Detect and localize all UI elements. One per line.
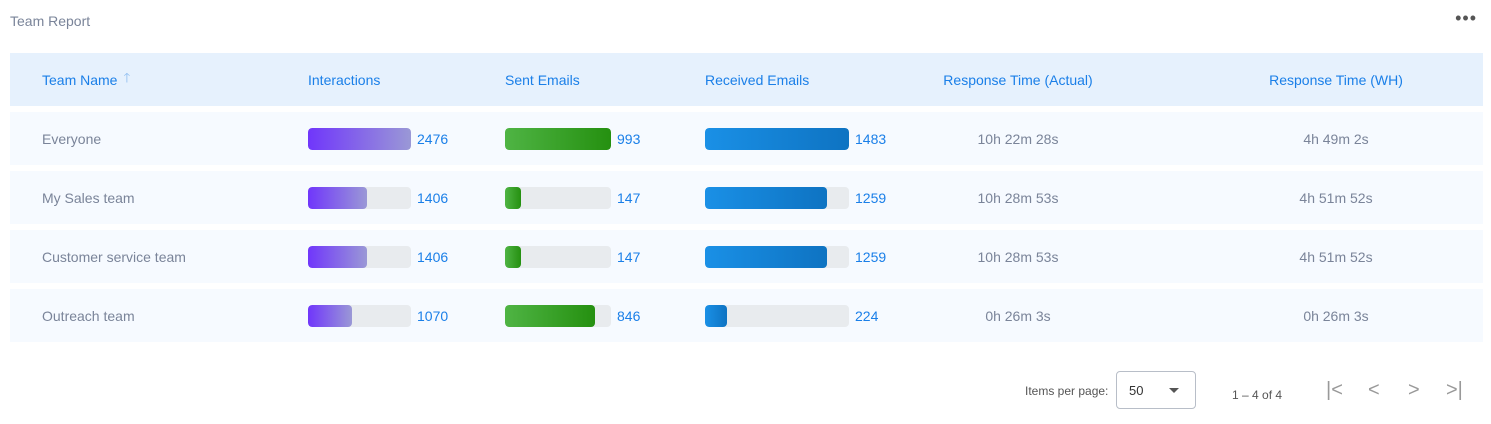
- interactions-value: 1406: [417, 189, 449, 206]
- response-time-wh: 0h 26m 3s: [1303, 307, 1369, 324]
- table-header: Team Name 🡑 Interactions Sent Emails Rece…: [10, 53, 1483, 106]
- sent-bar-fill: [505, 304, 596, 327]
- received-value: 224: [855, 307, 879, 324]
- received-bar-fill: [705, 245, 828, 268]
- team-name: My Sales team: [42, 189, 135, 206]
- response-time-wh: 4h 51m 52s: [1299, 248, 1373, 265]
- received-value: 1483: [855, 130, 887, 147]
- received-value: 1259: [855, 248, 887, 265]
- sent-cell: 846: [505, 289, 640, 342]
- received-bar: [705, 245, 849, 268]
- response-time-wh: 4h 49m 2s: [1303, 130, 1369, 147]
- interactions-cell: 1406: [308, 171, 448, 224]
- sent-value: 846: [617, 307, 641, 324]
- interactions-bar: [308, 186, 411, 209]
- sent-value: 993: [617, 130, 641, 147]
- interactions-value: 1406: [417, 248, 449, 265]
- interactions-bar-fill: [308, 186, 367, 209]
- sent-bar: [505, 304, 611, 327]
- column-label: Team Name: [42, 71, 118, 88]
- interactions-value: 2476: [417, 130, 449, 147]
- column-header-interactions[interactable]: Interactions: [308, 71, 381, 88]
- column-header-sent-emails[interactable]: Sent Emails: [505, 71, 580, 88]
- interactions-cell: 1070: [308, 289, 448, 342]
- received-bar-fill: [705, 304, 727, 327]
- team-report-table: Team Name 🡑 Interactions Sent Emails Rece…: [10, 53, 1483, 342]
- caret-down-icon: [1169, 388, 1179, 393]
- sent-value: 147: [617, 248, 641, 265]
- received-bar-fill: [705, 127, 849, 150]
- more-options-icon[interactable]: •••: [1455, 8, 1477, 28]
- received-cell: 1259: [705, 230, 886, 283]
- sent-bar-fill: [505, 245, 521, 268]
- interactions-value: 1070: [417, 307, 449, 324]
- paginator: Items per page: 50 1 – 4 of 4 |< < > >|: [0, 371, 1491, 409]
- received-bar: [705, 304, 849, 327]
- items-per-page-value: 50: [1129, 383, 1144, 398]
- column-header-response-time-actual[interactable]: Response Time (Actual): [943, 71, 1093, 88]
- team-name: Outreach team: [42, 307, 135, 324]
- table-row[interactable]: Everyone 2476 993 1483 10h 22m 28s 4h 49m …: [10, 112, 1483, 165]
- column-header-response-time-wh[interactable]: Response Time (WH): [1269, 71, 1403, 88]
- received-cell: 1259: [705, 171, 886, 224]
- page-range: 1 – 4 of 4: [1232, 388, 1283, 402]
- first-page-icon[interactable]: |<: [1326, 379, 1343, 401]
- interactions-bar-fill: [308, 127, 411, 150]
- previous-page-icon[interactable]: <: [1368, 379, 1380, 401]
- received-cell: 224: [705, 289, 878, 342]
- received-bar: [705, 127, 849, 150]
- response-time-actual: 10h 22m 28s: [977, 130, 1059, 147]
- response-time-actual: 10h 28m 53s: [977, 189, 1059, 206]
- interactions-cell: 1406: [308, 230, 448, 283]
- sent-bar-fill: [505, 127, 611, 150]
- table-row[interactable]: My Sales team 1406 147 1259 10h 28m 53s 4h…: [10, 171, 1483, 224]
- received-cell: 1483: [705, 112, 886, 165]
- sent-cell: 147: [505, 171, 640, 224]
- response-time-actual: 0h 26m 3s: [985, 307, 1051, 324]
- received-bar: [705, 186, 849, 209]
- next-page-icon[interactable]: >: [1408, 379, 1420, 401]
- sent-bar: [505, 186, 611, 209]
- sent-bar-fill: [505, 186, 521, 209]
- column-header-team-name[interactable]: Team Name 🡑: [42, 53, 130, 106]
- interactions-bar: [308, 304, 411, 327]
- interactions-bar-fill: [308, 304, 353, 327]
- received-bar-fill: [705, 186, 828, 209]
- interactions-bar-fill: [308, 245, 367, 268]
- table-row[interactable]: Customer service team 1406 147 1259 10h 28…: [10, 230, 1483, 283]
- interactions-bar: [308, 245, 411, 268]
- column-header-received-emails[interactable]: Received Emails: [705, 71, 810, 88]
- page-title: Team Report: [10, 13, 91, 29]
- sent-cell: 147: [505, 230, 640, 283]
- interactions-bar: [308, 127, 411, 150]
- arrow-up-icon: 🡑: [123, 69, 131, 85]
- team-name: Everyone: [42, 130, 102, 147]
- sent-bar: [505, 245, 611, 268]
- response-time-wh: 4h 51m 52s: [1299, 189, 1373, 206]
- interactions-cell: 2476: [308, 112, 448, 165]
- sent-bar: [505, 127, 611, 150]
- sent-value: 147: [617, 189, 641, 206]
- received-value: 1259: [855, 189, 887, 206]
- team-name: Customer service team: [42, 248, 186, 265]
- table-row[interactable]: Outreach team 1070 846 224 0h 26m 3s 0h 26…: [10, 289, 1483, 342]
- last-page-icon[interactable]: >|: [1446, 379, 1463, 401]
- items-per-page-select[interactable]: 50: [1116, 371, 1196, 409]
- items-per-page-label: Items per page:: [1025, 384, 1109, 398]
- response-time-actual: 10h 28m 53s: [977, 248, 1059, 265]
- sent-cell: 993: [505, 112, 640, 165]
